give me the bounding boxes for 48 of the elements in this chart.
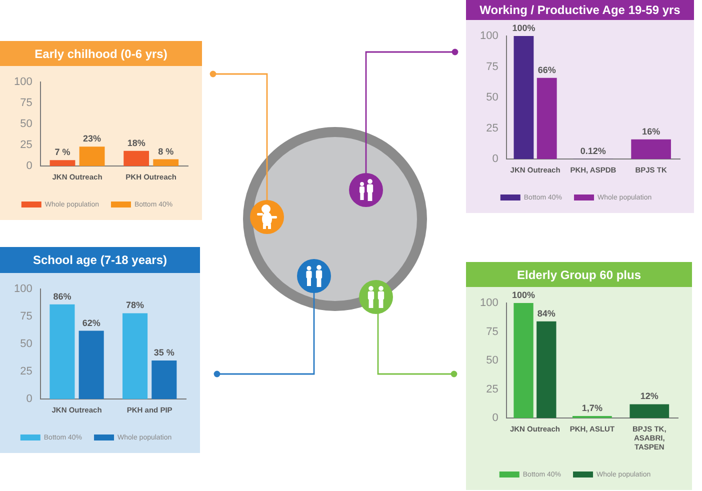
y-tick-label: 100	[480, 30, 498, 42]
bar	[78, 330, 104, 399]
y-tick-label: 25	[20, 139, 32, 152]
y-tick-label: 50	[20, 338, 32, 350]
data-label: 86%	[53, 291, 72, 302]
data-label: 0.12%	[580, 146, 606, 156]
data-label: 100%	[512, 290, 536, 300]
y-tick-label: 0	[492, 412, 498, 424]
y-tick-label: 50	[486, 92, 498, 104]
data-label: 1,7%	[582, 403, 602, 414]
data-label: 100%	[512, 22, 536, 33]
y-tick-label: 100	[14, 76, 32, 88]
chart-title: Elderly Group 60 plus	[466, 262, 692, 287]
y-tick-label: 100	[14, 283, 32, 296]
data-label: 35 %	[154, 347, 174, 358]
data-label: 18%	[127, 138, 146, 148]
y-tick-label: 50	[20, 118, 32, 130]
chart-title: School age (7-18 years)	[0, 247, 200, 273]
y-tick-label: 75	[486, 326, 498, 338]
data-label: 8 %	[158, 146, 174, 156]
bar	[153, 159, 179, 166]
y-tick-label: 0	[26, 393, 32, 406]
y-tick-label: 100	[480, 297, 498, 310]
y-tick-label: 75	[20, 97, 32, 110]
data-label: 84%	[537, 308, 556, 318]
y-tick-label: 75	[486, 60, 498, 73]
data-label: 23%	[83, 134, 102, 144]
bar	[79, 146, 105, 166]
y-tick-label: 0	[492, 153, 498, 166]
data-label: 16%	[642, 126, 660, 136]
y-tick-label: 0	[26, 160, 32, 172]
bar	[50, 304, 75, 399]
data-label: 78%	[126, 300, 144, 310]
bar	[152, 360, 177, 399]
y-tick-label: 25	[486, 122, 498, 134]
data-label: 66%	[538, 64, 556, 75]
bar	[122, 313, 148, 399]
data-label: 62%	[82, 318, 100, 328]
y-tick-label: 75	[20, 310, 32, 323]
y-tick-label: 50	[486, 354, 498, 367]
bar	[124, 150, 150, 166]
y-tick-label: 25	[20, 366, 32, 378]
chart-title: Early chilhood (0-6 yrs)	[0, 41, 202, 66]
y-tick-label: 25	[486, 383, 498, 396]
bar	[50, 160, 76, 166]
data-label: 7 %	[54, 147, 70, 158]
chart-title: Working / Productive Age 19-59 yrs	[466, 0, 694, 20]
data-label: 12%	[640, 391, 658, 402]
